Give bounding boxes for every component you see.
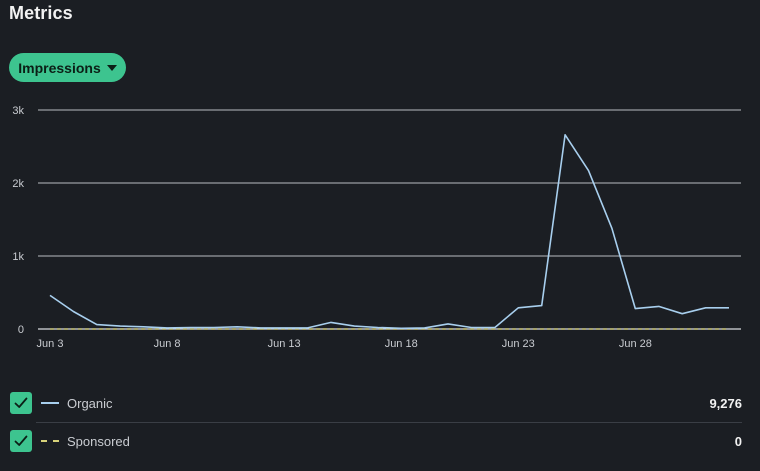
x-tick-label: Jun 3 bbox=[37, 338, 64, 350]
y-tick-label: 1k bbox=[12, 251, 24, 263]
sponsored-checkbox[interactable] bbox=[10, 430, 32, 452]
organic-series-line bbox=[49, 133, 729, 330]
y-tick-label: 3k bbox=[12, 105, 24, 117]
organic-line-swatch bbox=[41, 402, 59, 404]
x-axis-tick-labels: Jun 3 Jun 8 Jun 13 Jun 18 Jun 23 Jun 28 bbox=[37, 338, 652, 350]
metric-dropdown-label: Impressions bbox=[18, 59, 101, 76]
chart-series bbox=[49, 133, 729, 330]
x-tick-label: Jun 13 bbox=[268, 338, 301, 350]
legend-row-organic: Organic 9,276 bbox=[10, 391, 742, 415]
y-tick-label: 2k bbox=[12, 178, 24, 190]
x-tick-label: Jun 28 bbox=[619, 338, 652, 350]
metric-dropdown-button[interactable]: Impressions bbox=[9, 53, 126, 82]
x-tick-label: Jun 23 bbox=[502, 338, 535, 350]
y-tick-label: 0 bbox=[18, 324, 24, 336]
legend-divider bbox=[36, 422, 742, 423]
checkmark-icon bbox=[14, 435, 28, 446]
caret-down-icon bbox=[106, 65, 117, 71]
organic-label: Organic bbox=[67, 395, 113, 411]
organic-checkbox[interactable] bbox=[10, 392, 32, 414]
checkmark-icon bbox=[14, 397, 28, 408]
sponsored-label: Sponsored bbox=[67, 433, 130, 449]
organic-total: 9,276 bbox=[709, 395, 742, 411]
x-tick-label: Jun 8 bbox=[154, 338, 181, 350]
page-title: Metrics bbox=[9, 3, 73, 23]
legend-row-sponsored: Sponsored 0 bbox=[10, 429, 742, 453]
sponsored-total: 0 bbox=[734, 433, 742, 449]
x-tick-label: Jun 18 bbox=[385, 338, 418, 350]
sponsored-line-swatch bbox=[41, 440, 59, 442]
y-axis-tick-labels: 0 1k 2k 3k bbox=[12, 105, 24, 336]
chart-gridlines bbox=[38, 109, 741, 330]
